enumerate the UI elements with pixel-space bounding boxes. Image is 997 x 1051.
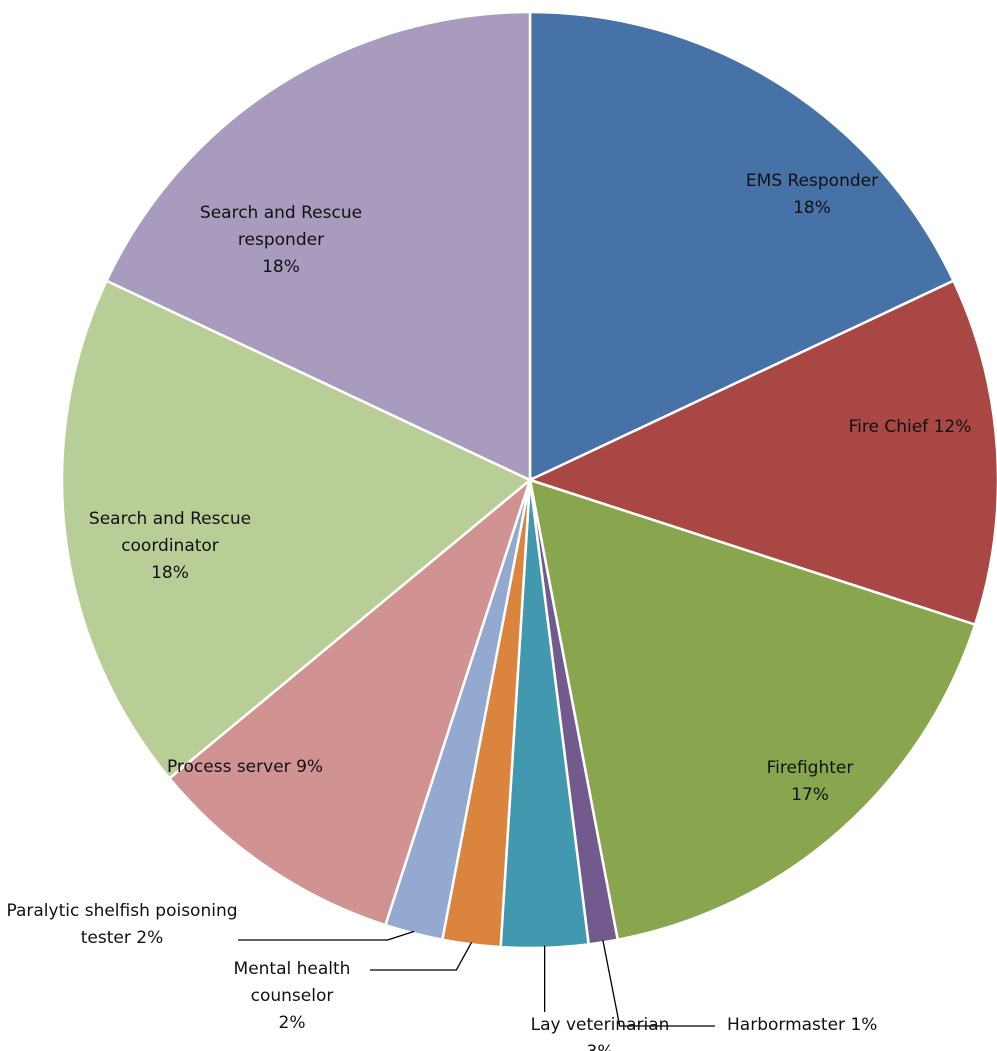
data-label: Lay veterinarian 3% [505,1012,695,1051]
category-name: Search and Rescue responder [199,203,363,250]
value-label: 3% [505,1039,695,1051]
category-name: Harbormaster [727,1015,846,1035]
pie-slice [60,279,533,781]
value-label: 18% [151,563,189,583]
data-label: Firefighter 17% [720,755,900,809]
value-label: 18% [793,198,831,218]
data-label: Mental health counselor 2% [212,956,372,1037]
leader-line [238,930,415,941]
category-name: Search and Rescue coordinator [88,509,252,556]
data-label: EMS Responder 18% [722,168,902,222]
data-label: Paralytic shelfish poisoning tester 2% [2,898,242,952]
pie-slice [104,10,532,482]
value-label: 9% [296,757,324,777]
category-name: Paralytic shelfish poisoning tester [6,901,238,948]
category-name: Fire Chief [848,417,929,437]
category-name: Mental health counselor [233,959,351,1006]
data-label: Search and Rescue responder 18% [171,200,391,281]
category-name: Process server [166,757,291,777]
leader-line [370,942,473,971]
category-name: EMS Responder [745,171,879,191]
category-name: Lay veterinarian [530,1015,670,1035]
value-label: 18% [262,257,300,277]
data-label: Process server 9% [130,754,360,781]
pie-slice [528,478,977,942]
pie-slice [167,476,533,927]
value-label: 2% [278,1013,306,1033]
pie-slice [528,10,956,482]
data-label: Search and Rescue coordinator 18% [60,506,280,587]
value-label: 1% [850,1015,878,1035]
pie-slice [526,279,997,627]
data-label: Fire Chief 12% [820,414,997,441]
value-label: 2% [136,928,164,948]
data-label: Harbormaster 1% [727,1012,927,1039]
value-label: 17% [791,785,829,805]
category-name: Firefighter [766,758,854,778]
leader-line [602,940,715,1027]
value-label: 12% [933,417,972,437]
